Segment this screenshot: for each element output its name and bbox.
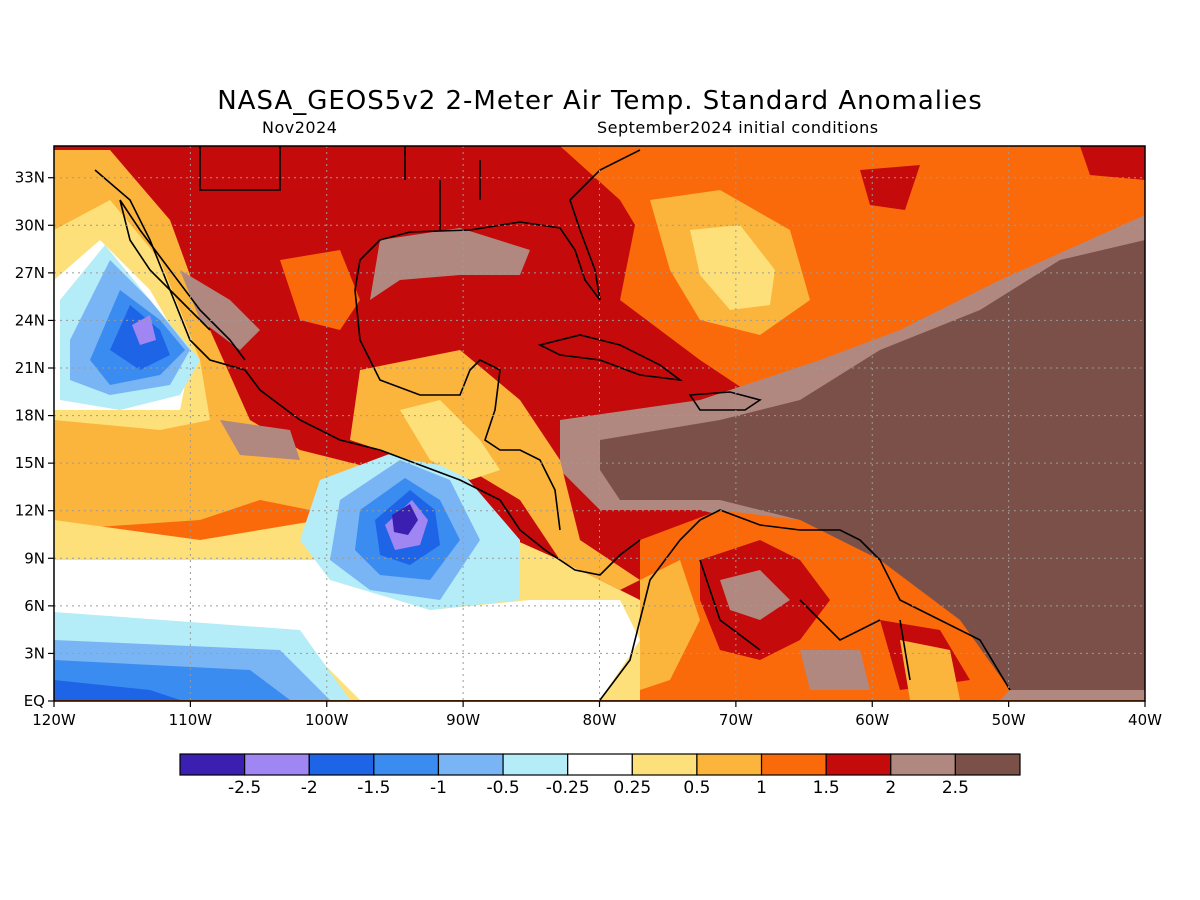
coastline-cuba bbox=[537, 334, 683, 382]
field-pacific-white bbox=[54, 240, 640, 700]
lon-tick-label: 100W bbox=[305, 711, 349, 729]
lon-tick-label: 40W bbox=[1128, 711, 1162, 729]
latitude-axis: 33N 30N 27N 24N 21N 18N 15N 12N 9N 6N 3N EQ bbox=[15, 169, 45, 710]
coastlines bbox=[94, 146, 1011, 701]
colorbar-swatch bbox=[890, 753, 956, 776]
lat-tick-label: 6N bbox=[24, 597, 45, 615]
lon-tick-label: 50W bbox=[992, 711, 1026, 729]
lat-tick-label: 3N bbox=[24, 644, 45, 662]
lat-tick-label: 9N bbox=[24, 549, 45, 567]
colorbar-label: -0.5 bbox=[486, 778, 519, 798]
colorbar-swatch bbox=[373, 753, 440, 776]
field-central-am-yellow bbox=[400, 400, 500, 480]
lat-tick-label: 27N bbox=[15, 264, 45, 282]
lon-tick-label: 90W bbox=[446, 711, 480, 729]
colorbar-label: -1 bbox=[430, 778, 447, 798]
colorbar-label: 1.5 bbox=[813, 778, 840, 798]
colorbar-label: -0.25 bbox=[546, 778, 590, 798]
colorbar-label: 2.5 bbox=[942, 778, 969, 798]
field-sa-mauve bbox=[720, 570, 870, 690]
colorbar-labels: -2.5 -2 -1.5 -1 -0.5 -0.25 0.25 0.5 1 1.5 2 2.5 bbox=[228, 778, 969, 798]
colorbar-swatch bbox=[696, 753, 763, 776]
field-pacific-indigo bbox=[392, 504, 418, 535]
lon-tick-label: 70W bbox=[719, 711, 753, 729]
colorbar bbox=[179, 753, 1021, 776]
lat-tick-label: EQ bbox=[24, 692, 45, 710]
colorbar-label: -1.5 bbox=[357, 778, 390, 798]
colorbar-label: 0.25 bbox=[613, 778, 651, 798]
valid-month-label: Nov2024 bbox=[262, 118, 338, 137]
lat-tick-label: 18N bbox=[15, 407, 45, 425]
colorbar-swatch bbox=[825, 753, 892, 776]
lon-tick-label: 120W bbox=[32, 711, 76, 729]
colorbar-swatch bbox=[760, 753, 827, 776]
colorbar-swatch bbox=[308, 753, 375, 776]
initial-conditions-label: September2024 initial conditions bbox=[597, 118, 879, 137]
coastline-hispaniola bbox=[688, 391, 762, 411]
colorbar-swatch bbox=[437, 753, 504, 776]
lat-tick-label: 15N bbox=[15, 454, 45, 472]
colorbar-label: -2.5 bbox=[228, 778, 261, 798]
lat-tick-label: 21N bbox=[15, 359, 45, 377]
field-gulf-mauve bbox=[370, 228, 530, 300]
lon-tick-label: 80W bbox=[583, 711, 617, 729]
colorbar-swatch bbox=[631, 753, 698, 776]
coastline-gulf bbox=[354, 149, 641, 301]
colorbar-swatch bbox=[179, 753, 246, 776]
field-yellow-atl bbox=[690, 225, 775, 310]
field-sa-gold bbox=[640, 560, 960, 700]
chart-title: NASA_GEOS5v2 2-Meter Air Temp. Standard … bbox=[217, 86, 983, 116]
colorbar-label: 1 bbox=[756, 778, 767, 798]
coastline-yucatan bbox=[354, 289, 561, 531]
lat-tick-label: 33N bbox=[15, 169, 45, 187]
longitude-axis: 120W 110W 100W 90W 80W 70W 60W 50W 40W bbox=[32, 711, 1162, 729]
coastline-north-america bbox=[94, 169, 641, 576]
colorbar-label: -2 bbox=[301, 778, 318, 798]
colorbar-swatch bbox=[244, 753, 310, 776]
lon-tick-label: 60W bbox=[855, 711, 889, 729]
axis-ticks bbox=[48, 177, 1146, 707]
field-mexico-mauve bbox=[180, 270, 300, 460]
colorbar-swatch bbox=[567, 753, 633, 776]
lat-tick-label: 12N bbox=[15, 502, 45, 520]
lon-tick-label: 110W bbox=[169, 711, 213, 729]
field-mexico-orange bbox=[280, 250, 360, 330]
lat-tick-label: 24N bbox=[15, 311, 45, 329]
colorbar-label: 2 bbox=[885, 778, 896, 798]
border-lines bbox=[199, 146, 911, 681]
colorbar-swatch bbox=[502, 753, 569, 776]
coastline-south-america bbox=[599, 509, 1011, 701]
grid-lines bbox=[54, 146, 1145, 701]
colorbar-swatch bbox=[954, 753, 1021, 776]
colorbar-label: 0.5 bbox=[683, 778, 710, 798]
field-red-north bbox=[860, 146, 1145, 210]
lat-tick-label: 30N bbox=[15, 216, 45, 234]
